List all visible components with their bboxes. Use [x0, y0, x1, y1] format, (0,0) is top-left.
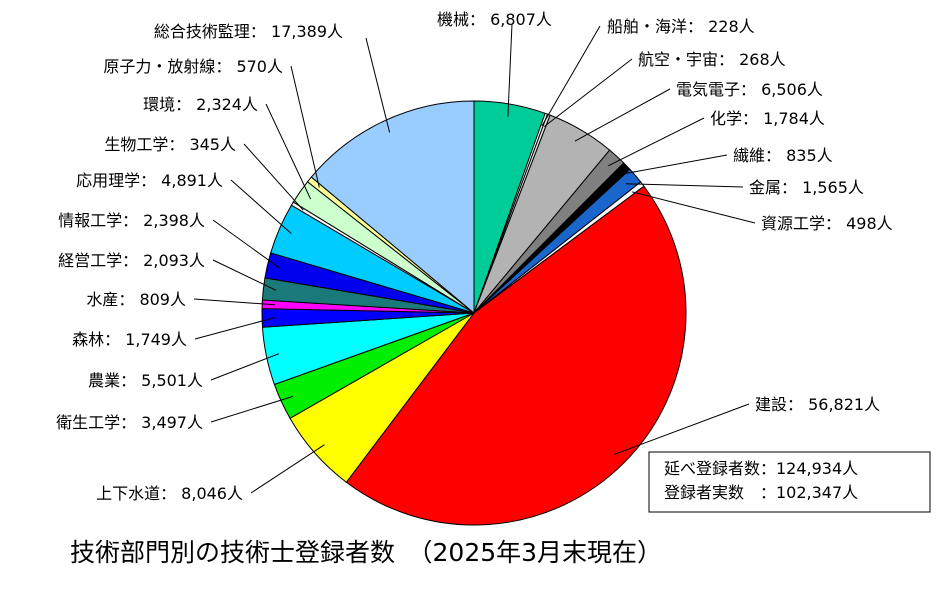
- leader-line: [210, 395, 294, 423]
- leader-line: [625, 183, 744, 188]
- leader-line: [210, 353, 280, 381]
- leader-line: [212, 219, 281, 269]
- leader-line: [230, 179, 292, 234]
- leader-line: [608, 117, 705, 167]
- slice-label: 原子力・放射線： 570人: [103, 57, 283, 76]
- leader-line: [617, 154, 728, 176]
- slice-label: 衛生工学： 3,497人: [56, 413, 203, 432]
- leader-line: [290, 65, 320, 188]
- summary-box: [648, 451, 931, 513]
- slice-label: 情報工学： 2,398人: [58, 211, 205, 230]
- slice-label: 金属： 1,565人: [749, 178, 864, 197]
- leader-line: [365, 37, 391, 133]
- slice-label: 繊維： 835人: [733, 146, 833, 165]
- leader-line: [243, 143, 304, 211]
- leader-line: [250, 444, 325, 494]
- leader-line: [265, 103, 312, 200]
- slice-label: 航空・宇宙： 268人: [638, 50, 786, 69]
- slice-label: 化学： 1,784人: [710, 109, 825, 128]
- slice-label: 農業： 5,501人: [88, 371, 203, 390]
- leader-line: [614, 403, 750, 455]
- slice-label: 電気電子： 6,506人: [676, 80, 823, 99]
- pie-slice: [345, 185, 687, 526]
- slice-label: 資源工学： 498人: [761, 214, 893, 233]
- leader-line: [543, 58, 633, 127]
- slice-label: 経営工学： 2,093人: [58, 251, 205, 270]
- slice-label: 総合技術監理： 17,389人: [154, 22, 343, 41]
- pie-slices: [261, 100, 687, 526]
- slice-label: 建設： 56,821人: [755, 395, 880, 414]
- leader-line: [574, 88, 671, 142]
- leader-lines: [193, 23, 756, 494]
- slice-label: 森林： 1,749人: [72, 330, 187, 349]
- pie-slice: [310, 100, 475, 315]
- slice-label: 生物工学： 345人: [104, 135, 236, 154]
- leader-line: [193, 298, 275, 306]
- summary-total-registrations: 延べ登録者数：124,934人: [664, 459, 858, 478]
- leader-line: [194, 317, 275, 340]
- summary-actual-registrants: 登録者実数 ：102,347人: [664, 483, 858, 502]
- chart-title: 技術部門別の技術士登録者数 （2025年3月末現在）: [70, 538, 662, 567]
- leader-line: [212, 259, 277, 291]
- leader-line: [632, 191, 756, 224]
- slice-label: 機械： 6,807人: [437, 10, 552, 29]
- slice-label: 応用理学： 4,891人: [76, 171, 223, 190]
- slice-label: 上下水道： 8,046人: [96, 484, 243, 503]
- leader-line: [541, 25, 601, 126]
- slice-label: 水産： 809人: [86, 290, 186, 309]
- leader-line: [507, 23, 513, 117]
- slice-label: 環境： 2,324人: [143, 95, 258, 114]
- slice-label: 船舶・海洋： 228人: [607, 17, 755, 36]
